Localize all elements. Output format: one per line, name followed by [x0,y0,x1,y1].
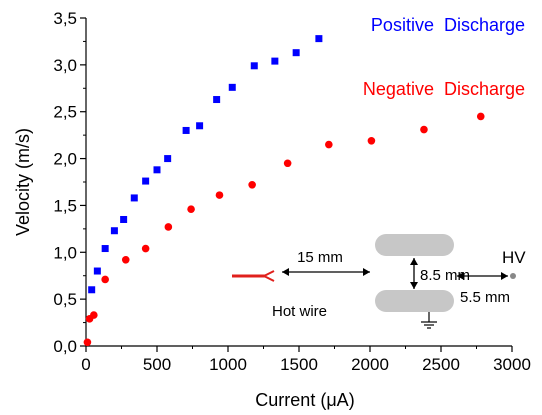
positive-discharge-point [164,155,172,163]
negative-discharge-point [283,159,292,168]
x-tick-label: 1000 [209,355,247,374]
negative-discharge-point [367,136,376,145]
y-tick-label: 2,0 [53,150,77,169]
setup-schematic: 15 mm 8.5 mm HV 5.5 mm Hot wire [232,234,526,329]
y-tick-label: 0,5 [53,290,77,309]
y-tick-label: 3,5 [53,9,77,28]
hv-electrode-point [510,273,516,279]
electrode-gap-label: 8.5 mm [420,267,470,284]
positive-discharge-point [250,62,258,70]
x-tick-label: 1500 [280,355,318,374]
x-tick-label: 0 [81,355,90,374]
x-tick-label: 2000 [351,355,389,374]
negative-discharge-point [83,338,92,347]
y-tick-label: 3,0 [53,56,77,75]
positive-discharge-point [228,83,236,91]
data-points [83,35,485,347]
y-tick-label: 1,0 [53,243,77,262]
gap-label-15mm: 15 mm [297,249,343,266]
lower-electrode [375,290,454,312]
positive-discharge-point [120,215,128,223]
negative-discharge-point [121,255,130,264]
positive-discharge-point [196,122,204,130]
hot-wire-label: Hot wire [272,303,327,320]
positive-discharge-point [153,166,161,174]
positive-discharge-point [93,267,101,275]
negative-discharge-point [187,205,195,213]
positive-discharge-point [142,177,150,185]
x-axis-title: Current (μA) [255,390,354,410]
hot-wire-prongs [263,270,275,282]
x-tick-label: 500 [143,355,171,374]
negative-discharge-point [90,311,98,319]
positive-discharge-point [292,49,300,57]
negative-discharge-point [141,244,150,253]
negative-discharge-point [164,223,173,231]
hv-label: HV [502,248,526,267]
negative-discharge-point [215,191,224,199]
positive-discharge-point [88,286,96,294]
x-tick-label: 3000 [493,355,531,374]
positive-discharge-point [110,227,118,235]
positive-discharge-point [182,126,190,134]
positive-discharge-point [101,245,109,253]
negative-discharge-point [101,275,109,284]
axis-ticks: 0 500 1000 1500 2000 2500 3000 0,0 0,5 1,0 1,5 2,0 2… [53,9,531,374]
legend-positive-discharge: Positive Discharge [371,15,525,35]
negative-discharge-point [476,112,485,121]
negative-discharge-point [420,125,428,134]
legend-negative-discharge: Negative Discharge [363,79,525,99]
positive-discharge-point [130,194,138,202]
x-tick-label: 2500 [422,355,460,374]
hv-gap-label: 5.5 mm [460,289,510,306]
y-tick-label: 1,5 [53,196,77,215]
y-tick-label: 0,0 [53,337,77,356]
y-tick-label: 2,5 [53,103,77,122]
y-axis-title: Velocity (m/s) [13,128,33,236]
upper-electrode [375,234,454,256]
negative-discharge-point [248,181,256,189]
negative-discharge-point [325,140,333,149]
positive-discharge-point [213,96,221,104]
positive-discharge-point [271,57,279,65]
positive-discharge-point [315,35,323,43]
